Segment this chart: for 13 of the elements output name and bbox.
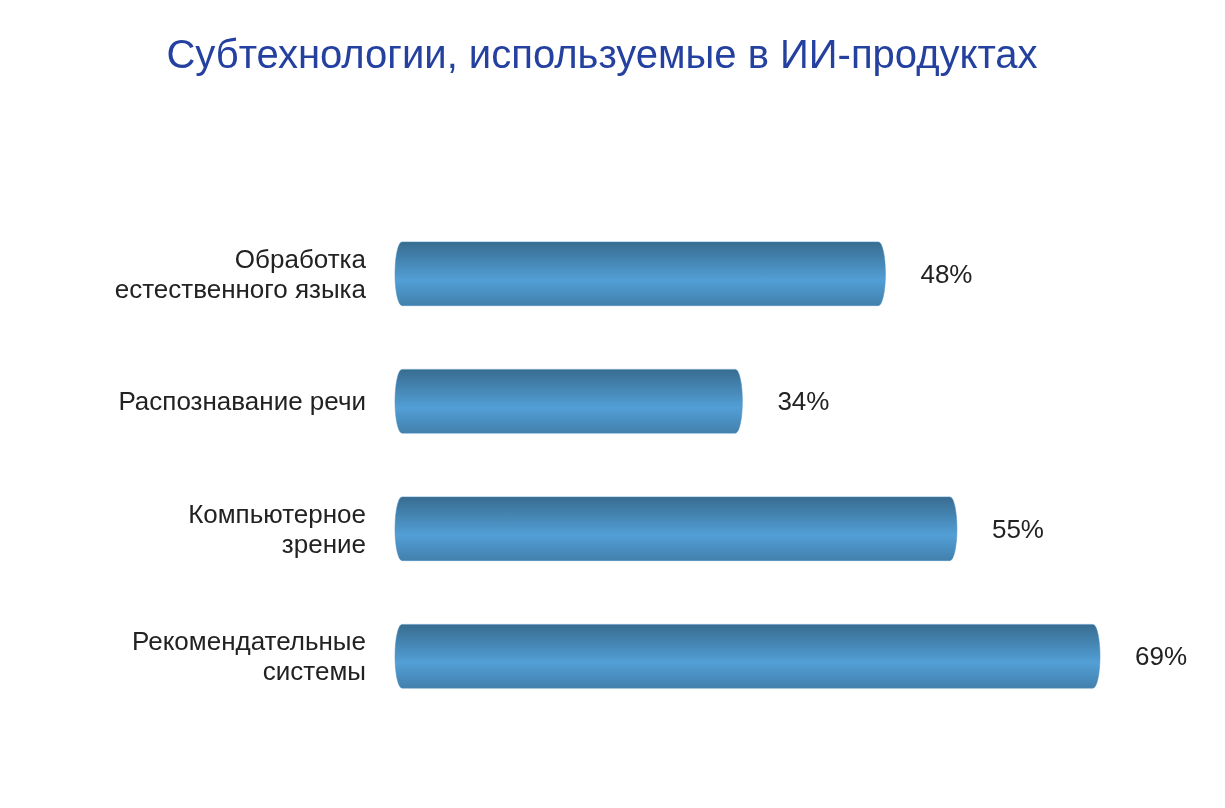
y-tick-label: Распознавание речи: [118, 386, 366, 417]
data-label: 69%: [1135, 641, 1188, 672]
data-label: 55%: [991, 513, 1044, 544]
data-label: 48%: [920, 258, 973, 289]
data-label: 34%: [777, 386, 830, 417]
bar: [394, 241, 886, 306]
bar: [394, 369, 743, 434]
y-tick-label: Обработка естественного языка: [114, 243, 367, 304]
y-tick-label: Компьютерное зрение: [188, 498, 366, 559]
chart-title: Субтехнологии, используемые в ИИ-продуктах: [166, 32, 1038, 76]
bar: [394, 496, 958, 561]
bar: [394, 624, 1101, 689]
y-tick-label: Рекомендательные системы: [132, 626, 366, 687]
